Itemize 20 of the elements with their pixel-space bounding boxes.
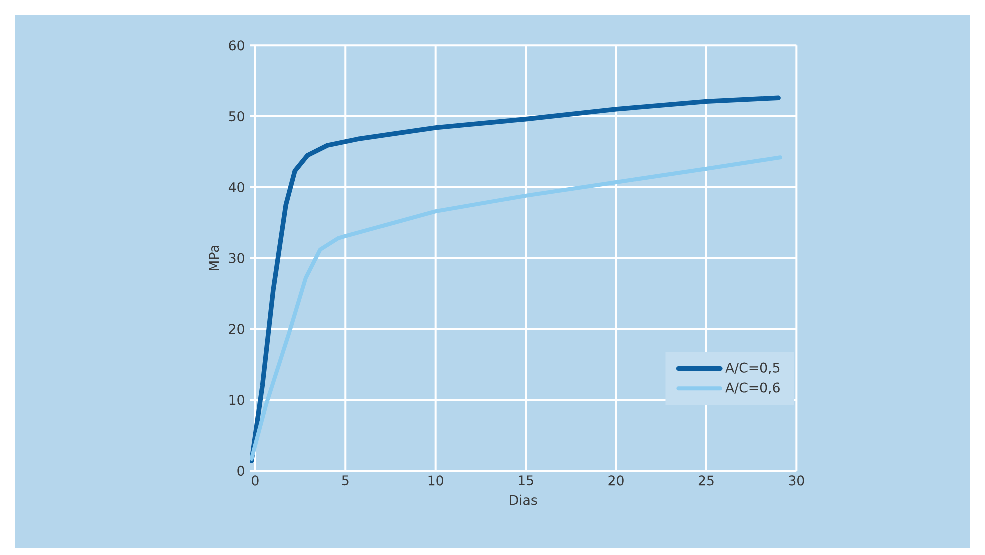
x-tick-label: 15 — [519, 476, 534, 486]
x-axis-title: Dias — [510, 494, 538, 506]
x-tick-label: 10 — [428, 476, 444, 486]
x-tick-label: 0 — [252, 476, 259, 486]
y-tick-label: 40 — [228, 182, 244, 192]
legend-label: A/C=0,5 — [726, 362, 780, 374]
line-series — [250, 96, 781, 464]
y-tick-label: 60 — [229, 40, 244, 51]
x-tick-label: 30 — [789, 476, 804, 486]
y-tick-label: 50 — [229, 111, 244, 122]
x-tick-label: 20 — [608, 476, 624, 486]
y-tick-label: 10 — [230, 395, 244, 406]
y-tick-label: 0 — [238, 466, 244, 476]
line-series — [250, 156, 782, 461]
y-tick-label: 30 — [229, 253, 244, 264]
y-axis-title: MPa — [209, 246, 220, 271]
legend-label: A/C=0,6 — [726, 382, 780, 394]
y-tick-label: 20 — [229, 324, 244, 334]
x-tick-label: 25 — [698, 476, 714, 486]
x-tick-label: 5 — [342, 476, 349, 486]
